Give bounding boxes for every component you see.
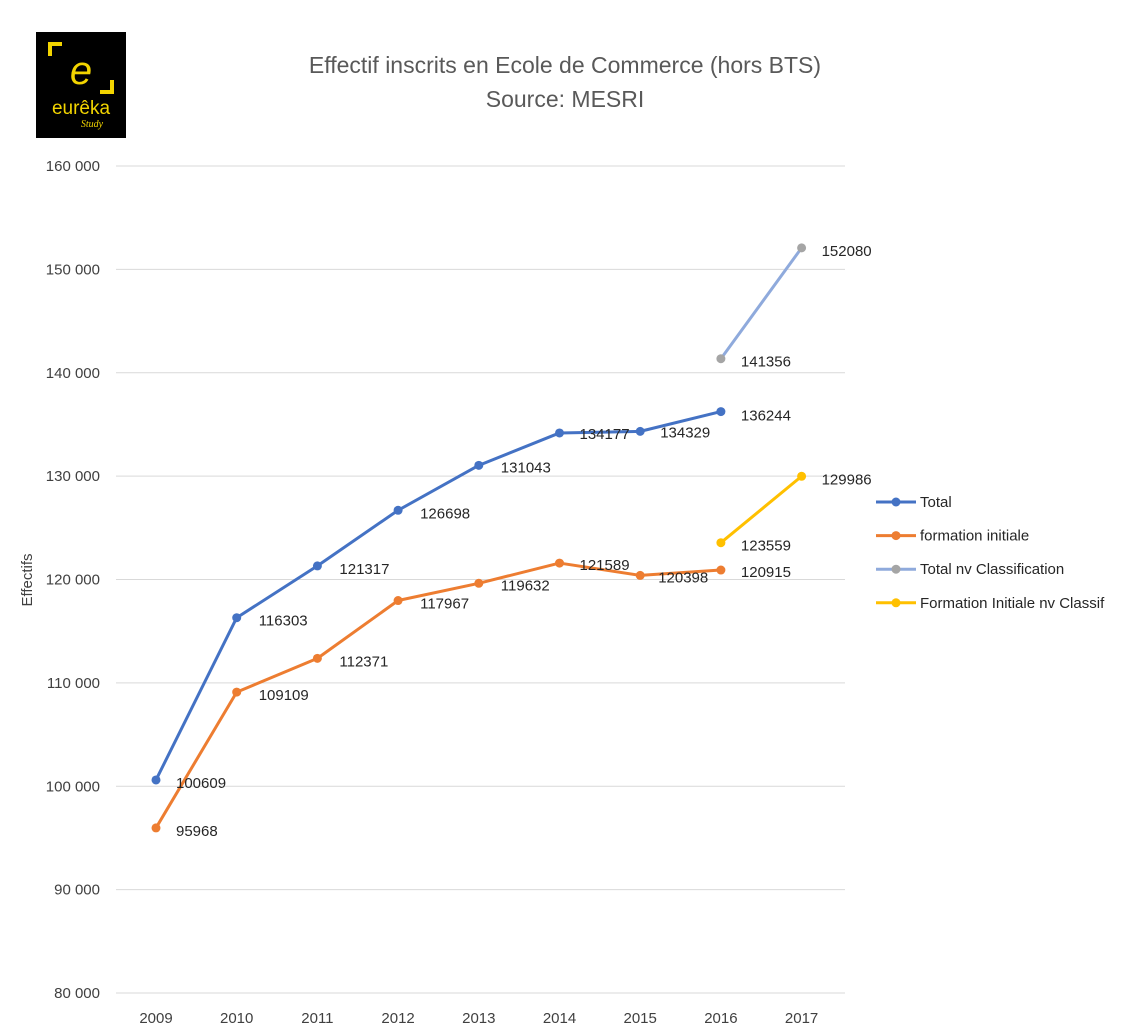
data-point	[635, 570, 645, 580]
data-label: 134177	[580, 426, 630, 443]
data-label: 120915	[741, 564, 791, 581]
y-tick-label: 90 000	[54, 882, 100, 899]
data-label: 126698	[420, 505, 470, 522]
y-tick-label: 160 000	[46, 158, 100, 175]
data-point	[716, 407, 726, 417]
data-point	[797, 243, 807, 253]
data-point	[393, 505, 403, 515]
data-point	[716, 538, 726, 548]
logo-tagline: Study	[81, 119, 104, 130]
data-label: 95968	[176, 823, 218, 840]
x-tick-label: 2011	[301, 1010, 333, 1027]
data-label: 129986	[822, 471, 872, 488]
y-tick-label: 140 000	[46, 365, 100, 382]
series-lines	[151, 243, 807, 833]
data-point	[312, 561, 322, 571]
data-label: 112371	[339, 653, 388, 670]
data-label: 119632	[501, 577, 550, 594]
chart-title: Effectif inscrits en Ecole de Commerce (…	[309, 52, 821, 78]
data-label: 121317	[339, 561, 389, 578]
data-point	[716, 565, 726, 575]
data-point	[716, 354, 726, 364]
data-label: 141356	[741, 354, 791, 371]
y-tick-label: 110 000	[47, 675, 100, 692]
data-label: 117967	[420, 596, 469, 613]
x-tick-label: 2015	[624, 1010, 657, 1027]
y-tick-label: 120 000	[46, 572, 100, 589]
axis-ticks: 80 000 90 000 100 000 110 000 120 000 130 000…	[46, 158, 819, 1027]
x-tick-label: 2017	[785, 1010, 818, 1027]
legend-marker	[891, 564, 901, 574]
data-point	[555, 558, 564, 568]
data-label: 121589	[580, 557, 630, 574]
data-point	[232, 687, 242, 697]
logo-corner-top-left	[48, 42, 62, 56]
data-point	[635, 426, 645, 436]
data-label: 109109	[259, 687, 309, 704]
legend-label: Total	[920, 494, 952, 511]
gridlines	[116, 165, 845, 994]
eureka-logo: e eurêka Study	[36, 32, 126, 138]
data-label: 120398	[658, 569, 708, 586]
y-axis-label: Effectifs	[19, 553, 36, 606]
data-label: 134329	[660, 424, 710, 441]
y-tick-label: 150 000	[46, 261, 100, 278]
data-labels: 100609 116303 121317 126698 131043 134177 1343…	[176, 243, 872, 840]
data-point	[151, 775, 161, 785]
y-tick-label: 80 000	[54, 985, 100, 1002]
legend-label: Total nv Classification	[920, 561, 1064, 578]
data-label: 100609	[176, 775, 226, 792]
data-label: 116303	[259, 613, 308, 630]
legend-marker	[891, 497, 901, 507]
data-point	[474, 460, 484, 470]
x-tick-label: 2014	[543, 1010, 576, 1027]
legend: Total formation initiale Total nv Classifi…	[876, 494, 1105, 612]
series-line	[719, 246, 804, 361]
data-label: 123559	[741, 538, 791, 555]
x-tick-label: 2013	[462, 1010, 495, 1027]
series-line	[154, 561, 723, 830]
logo-brand: eurêka	[52, 98, 111, 119]
data-label: 152080	[822, 243, 872, 260]
data-label: 136244	[741, 408, 791, 425]
legend-label: formation initiale	[920, 528, 1029, 545]
data-point	[232, 613, 242, 623]
series-line	[719, 474, 804, 545]
series-line	[154, 410, 723, 782]
chart-subtitle: Source: MESRI	[486, 86, 645, 112]
logo-letter: e	[70, 49, 92, 93]
legend-marker	[891, 598, 901, 608]
legend-marker	[891, 531, 901, 541]
x-tick-label: 2012	[381, 1010, 414, 1027]
eureka-logo-mark: e eurêka Study	[48, 42, 114, 130]
x-tick-label: 2009	[139, 1010, 172, 1027]
data-point	[151, 823, 161, 833]
y-tick-label: 100 000	[46, 778, 100, 795]
legend-label: Formation Initiale nv Classif	[920, 595, 1105, 612]
x-tick-label: 2010	[220, 1010, 253, 1027]
logo-corner-bottom-right	[100, 80, 114, 94]
x-tick-label: 2016	[704, 1010, 737, 1027]
data-point	[393, 596, 403, 606]
data-point	[312, 653, 322, 663]
data-point	[474, 578, 484, 588]
y-tick-label: 130 000	[46, 468, 100, 485]
data-point	[555, 428, 564, 438]
data-point	[797, 471, 807, 481]
data-label: 131043	[501, 459, 551, 476]
